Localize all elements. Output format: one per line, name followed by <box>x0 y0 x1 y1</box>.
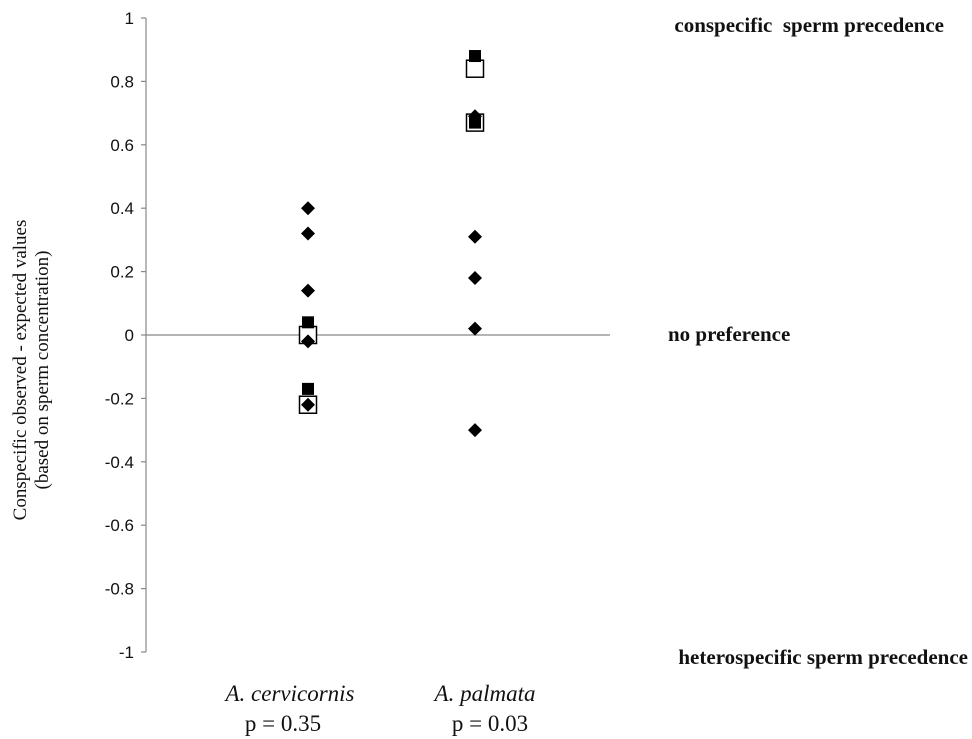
category-label-palmata: A. palmata <box>433 681 536 706</box>
pvalue-palmata: p = 0.03 <box>452 711 528 736</box>
y-tick-label: -0.8 <box>105 580 134 599</box>
y-tick-label: 0 <box>125 326 134 345</box>
y-axis-label-line1: Conspecific observed - expected values <box>10 220 31 521</box>
y-tick-label: -0.2 <box>105 389 134 408</box>
annotation-no-preference: no preference <box>668 322 790 346</box>
diamond-point <box>301 334 315 349</box>
diamond-point <box>468 321 482 336</box>
y-tick-label: 0.4 <box>110 199 134 218</box>
y-tick-label: 0.6 <box>110 136 134 155</box>
y-tick-label: -0.4 <box>105 453 134 472</box>
filled-square-point <box>302 316 314 329</box>
diamond-point <box>301 283 315 298</box>
open-square-point <box>465 59 485 78</box>
diamond-point <box>301 397 315 412</box>
diamond-point <box>301 226 315 241</box>
filled-square-point <box>469 116 481 129</box>
diamond-point <box>468 270 482 285</box>
filled-square-point <box>469 50 481 63</box>
annotation-heterospecific-precedence: heterospecific sperm precedence <box>678 645 968 669</box>
y-tick-label: -1 <box>119 643 134 662</box>
pvalue-cervicornis: p = 0.35 <box>245 711 321 736</box>
y-tick-label: -0.6 <box>105 516 134 535</box>
y-tick-label: 0.2 <box>110 263 134 282</box>
diamond-point <box>468 423 482 438</box>
y-tick-label: 0.8 <box>110 72 134 91</box>
data-points <box>298 50 485 438</box>
diamond-point <box>468 229 482 244</box>
y-tick-labels: 1 0.8 0.6 0.4 0.2 0 -0.2 -0.4 -0.6 -0.8 -1 <box>105 9 146 662</box>
y-axis-label-line2: (based on sperm concentration) <box>32 251 53 490</box>
filled-square-point <box>302 382 314 395</box>
diamond-point <box>301 201 315 216</box>
category-label-cervicornis: A. cervicornis <box>223 681 354 706</box>
y-tick-label: 1 <box>125 9 134 28</box>
annotation-conspecific-precedence: conspecific sperm precedence <box>674 13 944 37</box>
